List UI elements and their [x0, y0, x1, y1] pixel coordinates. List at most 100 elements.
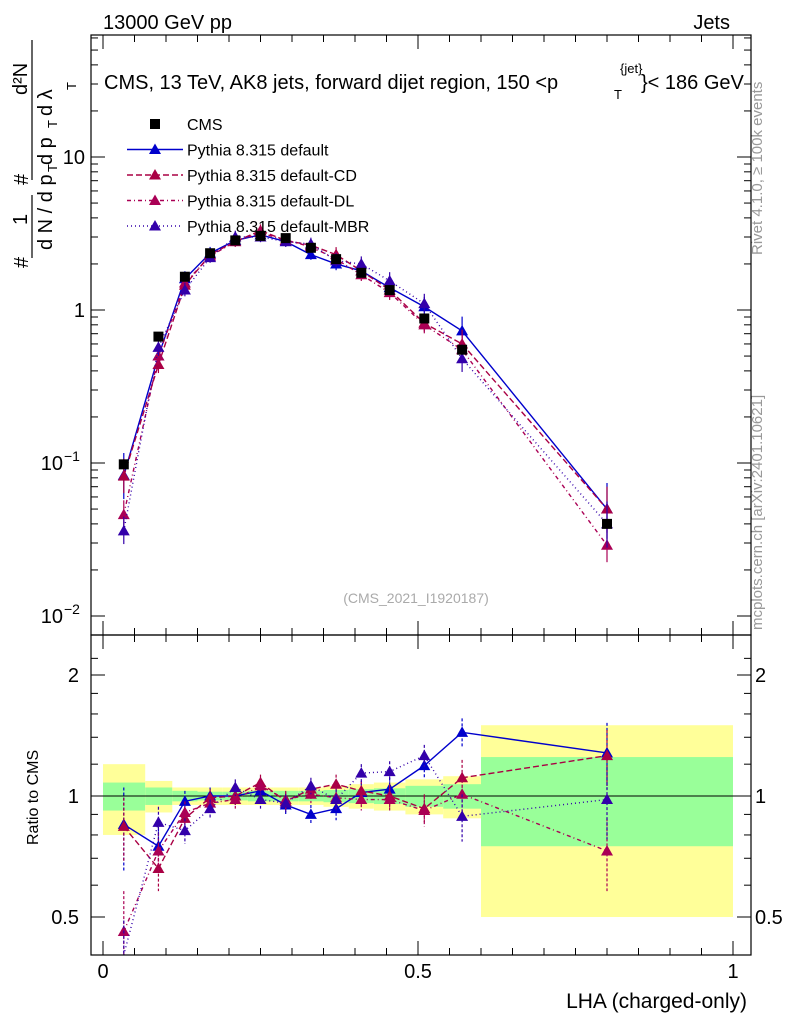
ratio-series	[117, 718, 613, 956]
main-y-tick-label: 1	[74, 300, 85, 322]
ylabel-hash: #	[11, 256, 33, 268]
ratio-point-0	[178, 795, 191, 806]
ratio-point-3	[456, 810, 469, 821]
ratio-y-axis-label: Ratio to CMS	[25, 750, 42, 845]
series-point-1	[117, 470, 130, 481]
ylabel-d2n: d²N	[10, 63, 32, 95]
side-version-label: Rivet 4.1.0, ≥ 100k events	[749, 82, 766, 255]
ratio-point-2	[254, 779, 267, 791]
ratio-point-3	[254, 793, 267, 805]
main-y-axis-label: # 1 d N / d p T # d²N d p T d λ T	[10, 40, 79, 268]
x-tick-label: 0.5	[404, 961, 432, 983]
data-point	[457, 344, 468, 355]
ratio-point-2	[152, 844, 165, 856]
data-point	[305, 242, 316, 253]
main-y-tick-exponent: −1	[64, 448, 80, 464]
x-axis-label: LHA (charged-only)	[566, 990, 747, 1013]
title-sup: {jet}	[620, 61, 643, 76]
ylabel-dn: d N / d p	[35, 174, 57, 250]
series-point-2	[418, 318, 431, 330]
legend-label-2: Pythia 8.315 default-DL	[187, 194, 354, 211]
ratio-point-2	[178, 806, 191, 817]
ratio-y-tick-label-left: 2	[68, 665, 79, 687]
title-main: CMS, 13 TeV, AK8 jets, forward dijet reg…	[104, 72, 558, 94]
data-point	[331, 254, 342, 265]
main-y-tick-label: 10	[41, 606, 63, 628]
series-point-3	[117, 524, 130, 536]
series-point-3	[418, 297, 431, 309]
data-point	[153, 331, 164, 342]
channel-label: Jets	[693, 12, 730, 34]
ratio-y-tick-label-right: 1	[755, 786, 766, 808]
ylabel-t3: T	[64, 82, 79, 90]
data-point	[356, 267, 367, 278]
energy-label: 13000 GeV pp	[103, 12, 232, 34]
analysis-watermark: (CMS_2021_I1920187)	[343, 590, 489, 606]
ylabel-one: 1	[10, 214, 32, 225]
main-y-tick-label: 10	[63, 147, 85, 169]
ratio-point-2	[601, 844, 613, 856]
ratio-y-tick-label-left: 0.5	[51, 907, 79, 929]
main-series	[117, 224, 613, 563]
x-tick-label: 1	[727, 961, 738, 983]
ylabel-hash2: #	[11, 173, 33, 185]
ratio-point-3	[304, 779, 317, 791]
ratio-band-stat	[103, 782, 146, 811]
ratio-point-2	[355, 793, 368, 805]
ratio-point-2	[229, 793, 242, 805]
legend-marker-1	[149, 169, 161, 180]
series-point-3	[383, 274, 396, 286]
data-point	[118, 459, 129, 470]
ratio-line-1	[123, 754, 608, 870]
ylabel-t1: T	[45, 164, 60, 172]
legend-marker-2	[149, 194, 161, 205]
ylabel-t2: T	[45, 120, 60, 128]
data-point	[230, 235, 241, 246]
ratio-point-3	[178, 824, 191, 836]
series-point-2	[178, 277, 191, 288]
data-point	[602, 518, 612, 529]
ratio-point-0	[456, 726, 469, 737]
ratio-point-3	[204, 802, 217, 814]
data-point	[179, 271, 190, 282]
ratio-point-1	[601, 749, 613, 761]
ratio-point-3	[383, 765, 396, 777]
legend-marker-3	[149, 220, 161, 231]
series-point-2	[117, 508, 130, 520]
data-point	[205, 248, 216, 259]
ratio-line-0	[123, 731, 608, 848]
data-point	[280, 233, 291, 244]
ratio-point-3	[229, 781, 242, 792]
ratio-point-1	[330, 778, 343, 789]
ratio-point-3	[279, 797, 292, 808]
ratio-y-tick-label-right: 0.5	[755, 907, 783, 929]
data-point	[419, 313, 430, 324]
main-y-tick-label: 10	[41, 453, 63, 475]
main-y-tick-exponent: −2	[64, 601, 80, 617]
legend-label-1: Pythia 8.315 default-CD	[187, 168, 357, 185]
legend-label-0: Pythia 8.315 default	[187, 143, 329, 160]
ratio-point-0	[418, 759, 431, 771]
legend-marker-0	[149, 143, 161, 154]
series-point-3	[355, 257, 368, 269]
series-point-3	[456, 352, 469, 364]
ratio-point-2	[456, 788, 469, 799]
series-point-0	[304, 248, 317, 260]
series-line-3	[123, 236, 608, 532]
plot-title: CMS, 13 TeV, AK8 jets, forward dijet reg…	[104, 61, 745, 102]
ratio-point-3	[152, 816, 165, 827]
ratio-line-3	[123, 754, 608, 956]
ratio-point-3	[418, 749, 431, 761]
ratio-frame	[90, 634, 752, 956]
legend-label-3: Pythia 8.315 default-MBR	[187, 219, 369, 236]
ratio-point-3	[601, 793, 613, 805]
ratio-point-3	[355, 767, 368, 778]
ratio-y-tick-label-right: 2	[755, 665, 766, 687]
title-sub: T	[614, 87, 622, 102]
ratio-bands	[91, 725, 751, 917]
ratio-point-0	[304, 808, 317, 819]
ylabel-dp: d p	[35, 137, 57, 165]
ratio-point-1	[117, 820, 130, 831]
